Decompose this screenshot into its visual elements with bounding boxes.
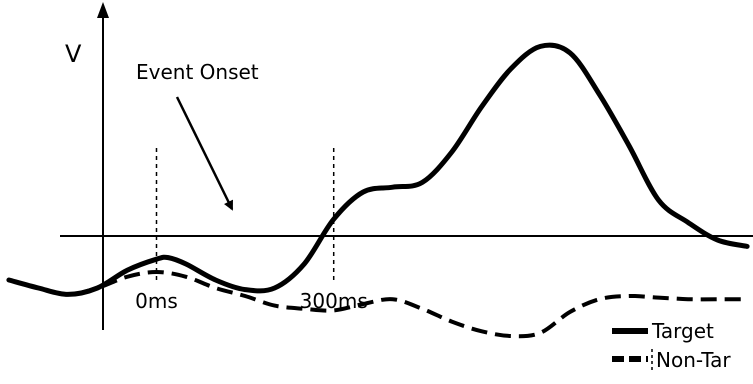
marker-label-300ms: 300ms [300, 289, 368, 313]
y-axis-arrow [97, 2, 109, 18]
legend: Target Non-Tar [612, 319, 731, 372]
series-non-target-line [8, 269, 748, 339]
y-axis-label: V [65, 40, 82, 68]
legend-label-target: Target [651, 319, 714, 343]
marker-label-0ms: 0ms [135, 289, 178, 313]
axes [60, 2, 753, 330]
series-target-line [6, 42, 750, 297]
legend-label-non-target: Non-Tar [656, 348, 731, 372]
event-onset-arrow [175, 96, 234, 211]
event-onset-annotation: Event Onset [136, 60, 259, 84]
